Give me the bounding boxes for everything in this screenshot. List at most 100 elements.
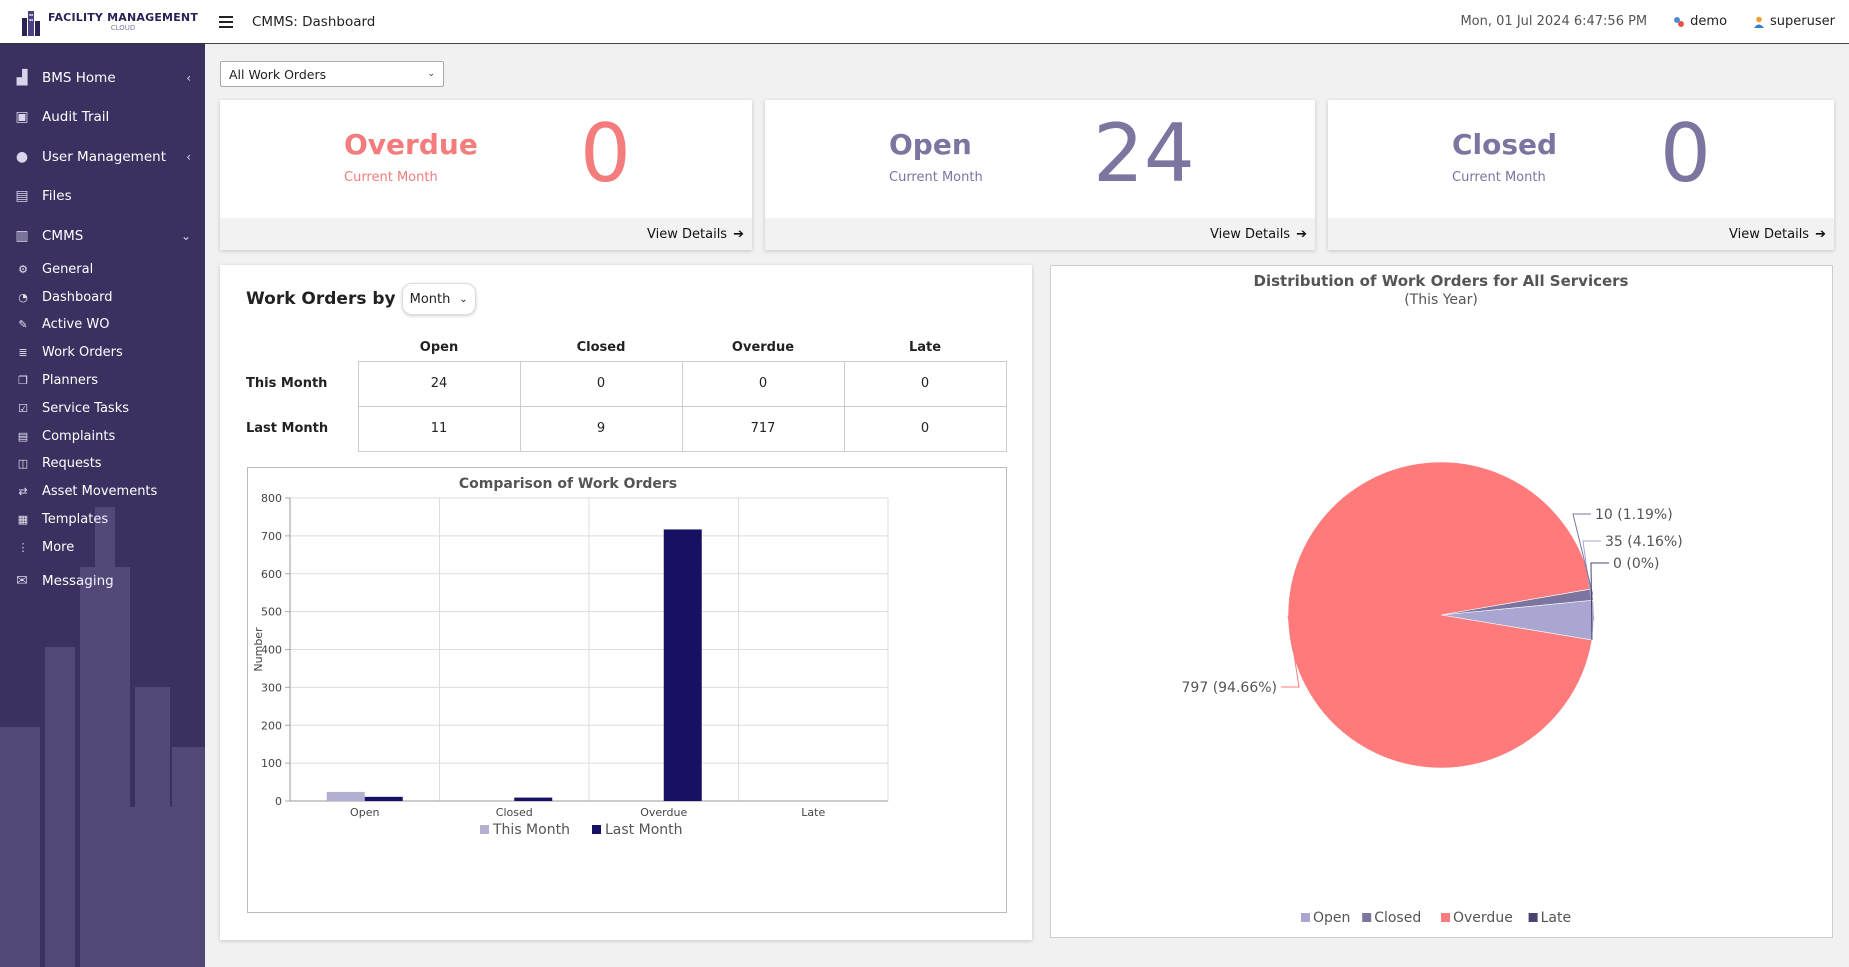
y-tick-label: 600 bbox=[261, 568, 282, 581]
sidebar-item-files[interactable]: ▤ Files bbox=[0, 177, 205, 217]
top-user-demo[interactable]: demo bbox=[1673, 14, 1727, 29]
view-details-label: View Details bbox=[1729, 226, 1810, 242]
sidebar-item-cmms[interactable]: ▥ CMMS ⌄ bbox=[0, 216, 205, 256]
sidebar-subitem-templates[interactable]: ▦ Templates bbox=[0, 506, 205, 534]
table-cell: 0 bbox=[843, 405, 1007, 452]
legend-label[interactable]: Open bbox=[1313, 910, 1350, 926]
sidebar-subitem-requests[interactable]: ◫ Requests bbox=[0, 450, 205, 478]
cmms-submenu: ⚙ General ◔ Dashboard ✎ Active WO ≣ Work Ord… bbox=[0, 256, 205, 562]
legend-swatch bbox=[592, 825, 601, 834]
work-order-filter-select[interactable]: All Work Orders ⌄ bbox=[220, 61, 444, 87]
pie-data-label: 10 (1.19%) bbox=[1595, 507, 1673, 523]
distribution-pie-chart: Distribution of Work Orders for All Serv… bbox=[1182, 272, 1683, 926]
planner-icon: ❐ bbox=[18, 374, 28, 388]
chart-title: Distribution of Work Orders for All Serv… bbox=[1254, 272, 1629, 290]
pie-leader-line bbox=[1572, 513, 1594, 595]
page-title: CMMS: Dashboard bbox=[252, 13, 376, 30]
network-user-icon bbox=[1674, 16, 1685, 27]
requests-icon: ◫ bbox=[17, 457, 29, 471]
column-header: Late bbox=[908, 340, 942, 356]
column-header: Closed bbox=[576, 340, 626, 356]
sidebar-subitem-complaints[interactable]: ▤ Complaints bbox=[0, 422, 205, 450]
top-user-label: superuser bbox=[1770, 14, 1835, 29]
kpi-card-closed: Closed Current Month 0 View Details ➔ bbox=[1328, 100, 1834, 250]
y-axis-label: Number bbox=[252, 627, 265, 672]
bar-open-last-month[interactable] bbox=[364, 796, 403, 801]
column-header: Open bbox=[419, 340, 459, 356]
pie-data-label: 0 (0%) bbox=[1613, 556, 1660, 572]
table-row: Last Month 11 9 717 0 bbox=[246, 405, 1007, 452]
sidebar-subitem-work-orders[interactable]: ≣ Work Orders bbox=[0, 339, 205, 367]
pie-leader-line bbox=[1582, 540, 1601, 621]
y-tick-label: 100 bbox=[261, 757, 282, 770]
files-icon: ▤ bbox=[15, 188, 29, 205]
legend-swatch bbox=[1301, 913, 1310, 922]
sidebar-item-user-management[interactable]: ● User Management ‹ bbox=[0, 137, 205, 177]
sidebar-subitem-dashboard[interactable]: ◔ Dashboard bbox=[0, 283, 205, 311]
sidebar-subitem-label: Requests bbox=[42, 456, 102, 472]
sidebar-item-messaging[interactable]: ✉ Messaging bbox=[0, 561, 205, 601]
sidebar-subitem-planners[interactable]: ❐ Planners bbox=[0, 367, 205, 395]
work-orders-table: Open Closed Overdue Late This Month 24 0… bbox=[246, 335, 1007, 452]
kpi-title: Open bbox=[889, 128, 972, 161]
kpi-title: Overdue bbox=[344, 128, 478, 161]
period-select[interactable]: Month ⌄ bbox=[401, 283, 476, 315]
chevron-down-icon: ⌄ bbox=[459, 293, 468, 305]
chart-title: Comparison of Work Orders bbox=[459, 476, 677, 492]
sidebar-item-audit-trail[interactable]: ▣ Audit Trail bbox=[0, 98, 205, 138]
period-select-value: Month bbox=[409, 291, 451, 307]
legend-swatch bbox=[480, 825, 489, 834]
more-vertical-icon: ⋮ bbox=[17, 540, 29, 554]
pie-data-label: 35 (4.16%) bbox=[1605, 534, 1683, 550]
legend-label[interactable]: Late bbox=[1541, 910, 1571, 926]
dashboard-icon: ◔ bbox=[18, 290, 28, 304]
sidebar-subitem-asset-movements[interactable]: ⇄ Asset Movements bbox=[0, 478, 205, 506]
users-icon: ● bbox=[15, 148, 29, 165]
building-logo-icon bbox=[20, 8, 42, 36]
sidebar-subitem-general[interactable]: ⚙ General bbox=[0, 256, 205, 284]
wrench-icon: ✎ bbox=[18, 318, 28, 332]
bar-open-this-month[interactable] bbox=[326, 791, 365, 801]
top-user-label: demo bbox=[1690, 14, 1728, 29]
logo[interactable]: FACILITY MANAGEMENT CLOUD bbox=[0, 0, 205, 44]
table-cell: 717 bbox=[681, 405, 845, 452]
legend-label[interactable]: Last Month bbox=[605, 822, 683, 838]
legend-label[interactable]: Overdue bbox=[1453, 910, 1513, 926]
legend-swatch bbox=[1362, 913, 1372, 922]
exchange-icon: ⇄ bbox=[18, 485, 28, 499]
sidebar-subitem-label: Complaints bbox=[42, 428, 116, 444]
sidebar-subitem-active-wo[interactable]: ✎ Active WO bbox=[0, 311, 205, 339]
table-cell: 0 bbox=[681, 360, 845, 407]
y-tick-label: 500 bbox=[261, 606, 282, 619]
view-details-link[interactable]: View Details ➔ bbox=[220, 218, 752, 250]
sidebar-nav-bottom: ✉ Messaging bbox=[0, 561, 205, 601]
bar-closed-last-month[interactable] bbox=[514, 797, 553, 801]
sidebar-subitem-more[interactable]: ⋮ More bbox=[0, 533, 205, 561]
kpi-value: 0 bbox=[580, 107, 631, 200]
bar-overdue-last-month[interactable] bbox=[663, 529, 702, 801]
sidebar-subitem-label: Dashboard bbox=[42, 289, 113, 305]
table-cell: 9 bbox=[519, 405, 683, 452]
legend-label[interactable]: This Month bbox=[492, 822, 570, 838]
hamburger-menu-icon[interactable] bbox=[219, 15, 233, 28]
view-details-link[interactable]: View Details ➔ bbox=[1328, 218, 1834, 250]
comparison-bar-chart: Comparison of Work Orders 0 100 200 300 400 50… bbox=[252, 476, 889, 838]
legend-swatch bbox=[1528, 913, 1538, 922]
pie-leader-line bbox=[1281, 615, 1300, 688]
view-details-link[interactable]: View Details ➔ bbox=[765, 218, 1315, 250]
sidebar-subitem-label: Asset Movements bbox=[42, 484, 158, 500]
y-tick-label: 700 bbox=[261, 530, 282, 543]
template-icon: ▦ bbox=[17, 513, 29, 527]
kpi-subtitle: Current Month bbox=[344, 170, 438, 185]
sidebar-item-bms-home[interactable]: ▟ BMS Home ‹ bbox=[0, 58, 205, 98]
legend-label[interactable]: Closed bbox=[1374, 910, 1421, 926]
table-cell: 0 bbox=[519, 360, 683, 407]
x-tick-label: Closed bbox=[496, 806, 533, 819]
sidebar-subitem-service-tasks[interactable]: ☑ Service Tasks bbox=[0, 394, 205, 422]
sidebar-subitem-label: Service Tasks bbox=[42, 400, 130, 416]
arrow-right-icon: ➔ bbox=[1296, 226, 1307, 242]
sidebar-subitem-label: Templates bbox=[42, 512, 109, 528]
sidebar-subitem-label: Work Orders bbox=[42, 345, 123, 361]
pie-data-label: 797 (94.66%) bbox=[1182, 680, 1277, 696]
top-user-superuser[interactable]: superuser bbox=[1753, 14, 1835, 29]
